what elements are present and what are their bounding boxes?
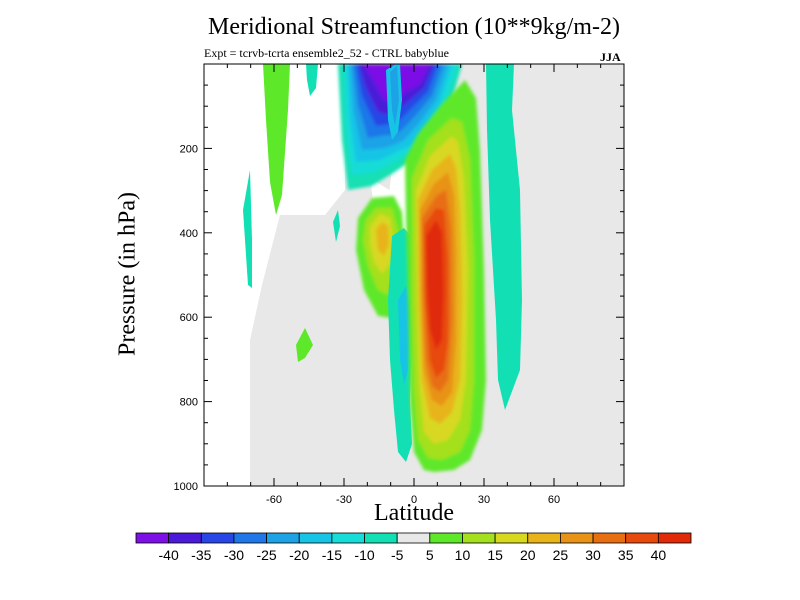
colorbar-swatch <box>494 532 529 544</box>
x-axis-label: Latitude <box>374 500 454 526</box>
negative-patch-west <box>243 170 252 288</box>
positive-patch-lower <box>296 328 313 362</box>
y-tick-label: 400 <box>180 228 198 240</box>
colorbar-swatch <box>396 532 431 544</box>
negative-sliver-equator-inner <box>398 286 410 385</box>
colorbar-label: -25 <box>256 547 276 563</box>
colorbar-label: -5 <box>391 547 404 563</box>
zero-region-left <box>204 64 345 486</box>
colorbar-label: 10 <box>455 547 471 563</box>
contour-fill-layer <box>204 64 522 486</box>
colorbar: -40 -35 -30 -25 -20 -15 -10 -5 5 10 15 20 25 30 35 40 <box>135 532 692 563</box>
colorbar-swatch <box>233 532 267 544</box>
colorbar-swatch <box>527 532 561 544</box>
colorbar-swatch <box>625 532 659 544</box>
x-tick-label: 0 <box>411 494 417 506</box>
colorbar-label: 5 <box>426 547 434 563</box>
chart-subtitle: Expt = tcrvb-tcrta ensemble2_52 - CTRL b… <box>204 46 449 60</box>
season-label: JJA <box>600 50 621 64</box>
colorbar-label: 35 <box>618 547 634 563</box>
negative-patch-mid <box>333 210 340 242</box>
positive-cell-north <box>405 80 486 472</box>
colorbar-label: -15 <box>322 547 342 563</box>
colorbar-label: -20 <box>289 547 309 563</box>
positive-band-south <box>263 64 290 215</box>
colorbar-swatch <box>462 532 496 544</box>
colorbar-label: -35 <box>191 547 211 563</box>
colorbar-swatch <box>168 532 202 544</box>
colorbar-swatch <box>200 532 235 544</box>
y-tick-label: 1000 <box>174 481 198 493</box>
colorbar-label: -10 <box>354 547 374 563</box>
y-tick-label: 200 <box>180 143 198 155</box>
chart-title: Meridional Streamfunction (10**9kg/m-2) <box>208 14 620 40</box>
negative-strip-top <box>306 64 318 96</box>
colorbar-swatch <box>364 532 398 544</box>
colorbar-swatch <box>429 532 463 544</box>
x-tick-label: -30 <box>336 494 352 506</box>
colorbar-label: 20 <box>520 547 536 563</box>
colorbar-swatch <box>331 532 365 544</box>
colorbar-label: 25 <box>553 547 569 563</box>
axis-ticks: -60 -30 0 30 60 200 400 600 800 1000 <box>174 64 625 506</box>
y-tick-label: 800 <box>180 397 198 409</box>
negative-cell-south <box>338 64 462 190</box>
negative-cell-valley-inner <box>390 66 399 126</box>
colorbar-swatch <box>592 532 627 544</box>
negative-band-north <box>486 64 522 410</box>
colorbar-label: -30 <box>224 547 244 563</box>
colorbar-swatch <box>560 532 594 544</box>
colorbar-label: -40 <box>159 547 179 563</box>
x-tick-label: -60 <box>266 494 282 506</box>
colorbar-swatch <box>135 532 170 544</box>
colorbar-label: 40 <box>651 547 667 563</box>
y-tick-label: 600 <box>180 312 198 324</box>
colorbar-swatch <box>657 532 692 544</box>
colorbar-label: 30 <box>585 547 601 563</box>
colorbar-swatch <box>298 532 333 544</box>
colorbar-label: 15 <box>487 547 503 563</box>
x-tick-label: 60 <box>548 494 560 506</box>
x-tick-label: 30 <box>478 494 490 506</box>
colorbar-swatch <box>266 532 300 544</box>
